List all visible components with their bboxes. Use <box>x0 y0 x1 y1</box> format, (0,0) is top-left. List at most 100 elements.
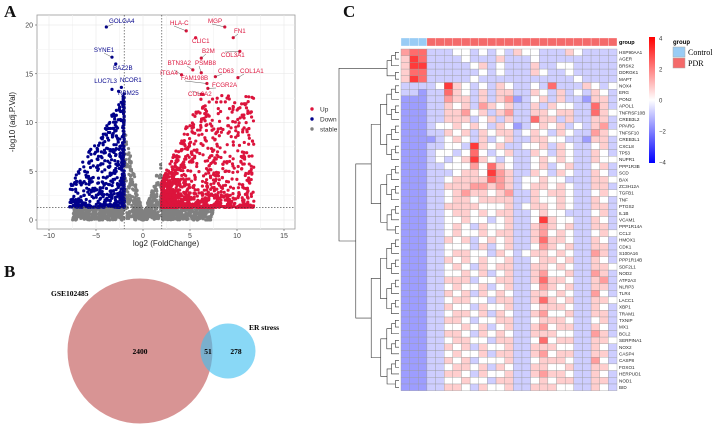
heatmap-cell <box>539 223 549 231</box>
point-down <box>117 205 122 209</box>
heatmap-cell <box>564 142 574 150</box>
heatmap-cell <box>409 383 419 391</box>
heatmap-cell <box>608 182 618 190</box>
point-stable <box>98 217 102 222</box>
heatmap-cell <box>461 55 471 63</box>
heatmap-cell <box>590 303 600 311</box>
heatmap-cell <box>599 176 609 184</box>
dendrogram-branch <box>386 368 396 385</box>
heatmap-cell <box>564 383 574 391</box>
heatmap-cell <box>469 276 479 284</box>
heatmap-cell <box>530 182 540 190</box>
heatmap-cell <box>608 316 618 324</box>
heatmap-cell <box>513 283 523 291</box>
annotation-cell-pdr <box>565 37 574 47</box>
heatmap-cell <box>469 256 479 264</box>
point-down <box>101 132 105 136</box>
heatmap-cell <box>556 223 566 231</box>
point-down <box>115 191 120 196</box>
point-stable <box>133 217 137 222</box>
point-down <box>112 168 117 173</box>
heatmap-cell <box>608 55 618 63</box>
heatmap-cell <box>573 102 583 110</box>
heatmap-cell <box>400 129 410 137</box>
point-up <box>200 192 204 196</box>
heatmap-cell <box>547 129 557 137</box>
heatmap-cell <box>487 68 497 76</box>
point-down <box>77 171 81 175</box>
point-up <box>231 107 235 112</box>
point-up <box>219 185 223 189</box>
heatmap-cell <box>409 323 419 331</box>
point-down <box>96 181 101 185</box>
heatmap-cell <box>573 370 583 378</box>
heatmap-cell <box>573 216 583 224</box>
heatmap-cell <box>461 162 471 170</box>
point-down <box>73 187 78 191</box>
heatmap-cell <box>539 202 549 210</box>
heatmap-cell <box>400 229 410 237</box>
heatmap-cell <box>590 89 600 97</box>
heatmap-cell <box>409 75 419 83</box>
point-up <box>182 184 186 188</box>
point-stable <box>80 216 84 220</box>
heatmap-cell <box>426 102 436 110</box>
point-down <box>114 125 119 129</box>
heatmap-cell <box>418 189 428 197</box>
point-stable <box>127 157 131 161</box>
heatmap-cell <box>400 276 410 284</box>
heatmap-cell <box>469 363 479 371</box>
point-up <box>230 110 234 114</box>
heatmap-cell <box>590 290 600 298</box>
heatmap-cell <box>504 263 514 271</box>
annotation-cell-pdr <box>444 37 453 47</box>
heatmap-cell <box>409 316 419 324</box>
heatmap-cell <box>582 142 592 150</box>
point-down <box>120 168 124 172</box>
point-up <box>191 157 195 161</box>
heatmap-cell <box>582 62 592 70</box>
heatmap-cell <box>400 102 410 110</box>
point-up <box>210 154 214 158</box>
heatmap-cell <box>495 115 505 123</box>
point-stable <box>93 212 97 216</box>
point-down <box>108 149 112 153</box>
point-up <box>190 130 194 134</box>
point-down <box>88 178 92 183</box>
volcano-thresholds <box>37 15 295 229</box>
heatmap-cell <box>426 149 436 157</box>
heatmap-cell <box>556 383 566 391</box>
heatmap-cell <box>539 276 549 284</box>
point-up <box>182 195 186 199</box>
point-down <box>87 192 91 196</box>
heatmap-cell <box>400 316 410 324</box>
annotation-cell-pdr <box>495 37 505 47</box>
point-up <box>206 190 210 194</box>
point-stable <box>184 214 188 218</box>
point-stable <box>131 213 136 218</box>
point-up <box>225 161 229 165</box>
heatmap-cell <box>487 303 497 311</box>
point-down <box>104 186 109 191</box>
point-up <box>246 111 250 115</box>
point-up <box>246 189 250 193</box>
point-down <box>108 154 113 159</box>
heatmap-cell <box>409 55 419 63</box>
heatmap-cell <box>599 350 609 358</box>
heatmap-cell <box>400 209 410 217</box>
heatmap-cell <box>400 383 410 391</box>
dendrogram-branch <box>380 338 388 377</box>
dendrogram-branch <box>391 363 399 375</box>
point-stable <box>194 210 198 214</box>
heatmap-cell <box>547 209 557 217</box>
colorbar-tick-label: 2 <box>659 68 663 74</box>
gene-label: BTN3A2 <box>168 60 192 67</box>
y-tick-label: 10 <box>25 120 33 127</box>
heatmap-cell <box>582 377 592 385</box>
heatmap-cell <box>521 169 531 177</box>
heatmap-cell <box>564 256 574 264</box>
heatmap-cell <box>495 290 505 298</box>
heatmap-cell <box>513 55 523 63</box>
heatmap-cell <box>608 129 618 137</box>
point-up <box>205 181 209 185</box>
